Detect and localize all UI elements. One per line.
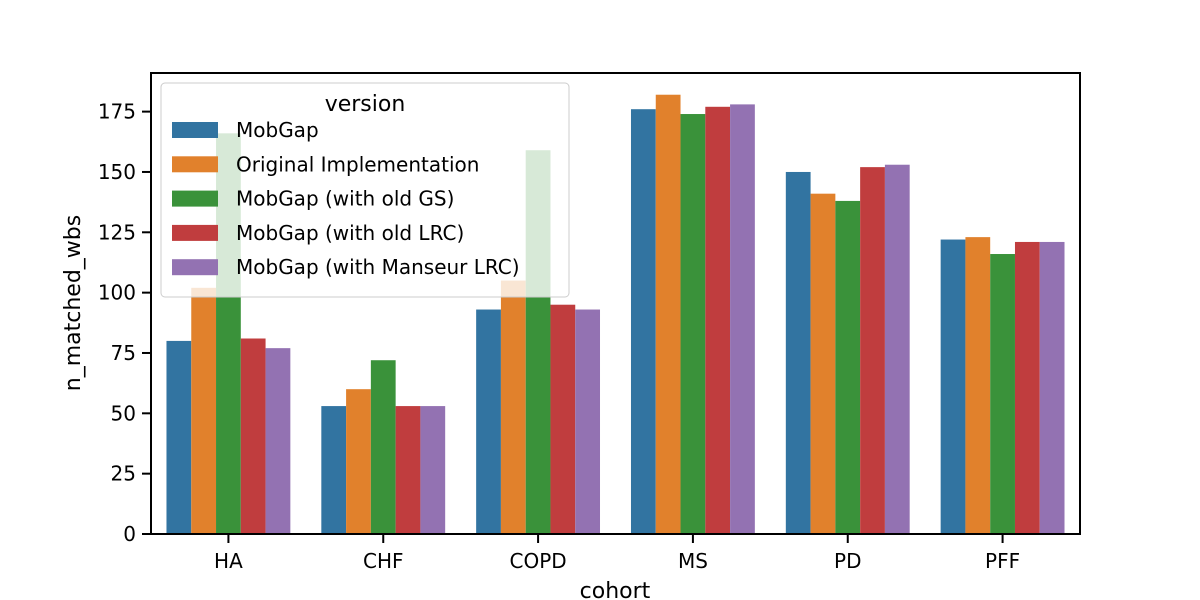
- bar-ha-1: [191, 287, 217, 534]
- plot-frame: [150, 72, 1081, 535]
- bar-pff-4: [1039, 241, 1065, 534]
- bar-pff-0: [940, 239, 966, 535]
- bar-ms-1: [655, 94, 681, 534]
- bar-pd-1: [810, 193, 836, 534]
- y-tick-label: 50: [111, 401, 136, 425]
- legend-swatch: [172, 224, 218, 241]
- legend-title: version: [325, 92, 406, 117]
- bar-pff-2: [990, 254, 1015, 534]
- bars-group: [166, 94, 1065, 535]
- bar-chf-1: [346, 389, 371, 534]
- y-tick-label: 150: [98, 160, 136, 184]
- y-tick-label: 25: [111, 462, 136, 486]
- legend-label: MobGap: [236, 118, 319, 142]
- bar-pd-0: [785, 171, 811, 534]
- bar-pd-3: [860, 167, 885, 534]
- x-tick-label: HA: [214, 549, 243, 573]
- bar-chf-4: [420, 406, 446, 534]
- bar-ms-2: [680, 114, 706, 534]
- bar-ha-4: [265, 348, 291, 534]
- legend-swatch: [172, 259, 218, 276]
- legend-swatch: [172, 122, 218, 138]
- bar-pd-4: [884, 164, 910, 534]
- bar-ms-0: [630, 109, 656, 534]
- bar-copd-4: [575, 309, 601, 534]
- legend-swatch: [172, 156, 218, 173]
- bar-pd-2: [835, 200, 861, 535]
- y-axis-title: n_matched_wbs: [61, 215, 86, 391]
- y-tick-label: 75: [111, 341, 136, 365]
- y-tick-label: 0: [123, 522, 136, 546]
- y-tick-label: 100: [98, 281, 136, 305]
- x-tick-label: MS: [678, 549, 708, 573]
- y-tick-label: 175: [98, 100, 136, 124]
- bar-chf-3: [395, 406, 421, 534]
- bar-pff-3: [1014, 241, 1040, 534]
- bar-pff-1: [965, 237, 991, 534]
- bar-ha-3: [240, 338, 266, 534]
- x-tick-label: PFF: [985, 549, 1020, 573]
- x-tick-label: PD: [834, 549, 861, 573]
- bar-copd-0: [476, 309, 501, 534]
- legend-label: MobGap (with Manseur LRC): [236, 255, 520, 279]
- x-tick-label: COPD: [509, 549, 566, 573]
- legend-label: MobGap (with old GS): [236, 187, 454, 211]
- bar-chf-2: [370, 360, 396, 534]
- bar-chf-0: [321, 406, 347, 534]
- axes-group: 0 25 50 75 100 125 150 175 HA CHF COPD MS PD PFF: [98, 72, 1081, 573]
- legend-items: MobGap Original Implementation MobGap (wit…: [172, 118, 520, 279]
- bar-ms-3: [705, 106, 731, 534]
- bar-copd-3: [550, 304, 576, 534]
- bar-ms-4: [730, 104, 755, 534]
- legend-swatch: [172, 190, 218, 207]
- bar-ha-0: [166, 340, 192, 534]
- legend-frame: [160, 82, 570, 298]
- x-tick-label: CHF: [363, 549, 404, 573]
- x-axis-title: cohort: [580, 579, 651, 600]
- y-tick-label: 125: [98, 220, 136, 244]
- bar-copd-1: [500, 280, 526, 534]
- legend-label: MobGap (with old LRC): [236, 221, 464, 245]
- legend-label: Original Implementation: [236, 152, 479, 176]
